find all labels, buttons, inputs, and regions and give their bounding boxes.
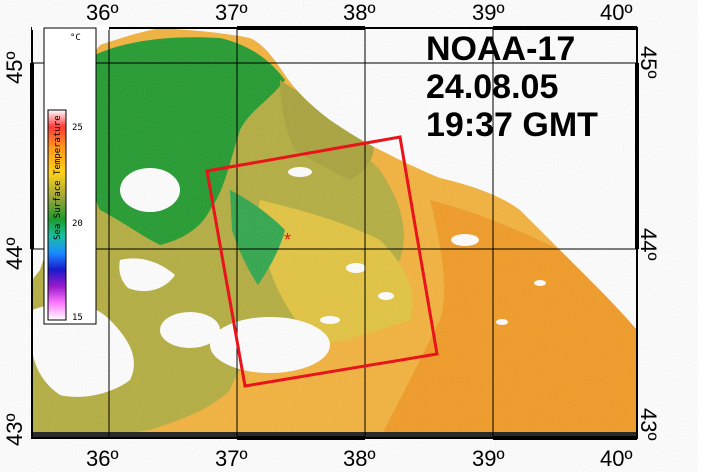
title-block: NOAA-17 24.08.05 19:37 GMT [426, 30, 598, 144]
study-area-box [205, 135, 439, 388]
lon-label: 38º [343, 446, 376, 471]
lat-label: 43º [2, 413, 27, 446]
title-date: 24.08.05 [426, 68, 558, 106]
graticule [32, 28, 637, 438]
legend-tick-20: 20 [72, 219, 83, 229]
lat-label: 44º [636, 228, 661, 261]
lon-label: 40º [600, 446, 633, 471]
legend-tick-25: 25 [72, 123, 83, 133]
lat-label: 45º [2, 51, 27, 84]
title-satellite: NOAA-17 [426, 30, 575, 68]
legend: °C Sea Surface Temperature 25 20 15 [43, 27, 97, 325]
longitude-labels-bottom: 36º 37º 38º 39º 40º [86, 446, 633, 471]
latitude-labels-right: 45º 44º 43º [636, 46, 661, 441]
longitude-labels-top: 36º 37º 38º 39º 40º [86, 0, 633, 25]
lat-label: 44º [2, 237, 27, 270]
lon-label: 39º [472, 0, 505, 25]
lon-label: 37º [215, 446, 248, 471]
site-marker: * [284, 230, 291, 250]
latitude-labels-left: 45º 44º 43º [2, 51, 27, 446]
lon-label: 38º [343, 0, 376, 25]
lat-label: 43º [636, 408, 661, 441]
lon-label: 40º [600, 0, 633, 25]
lat-label: 45º [636, 46, 661, 79]
legend-tick-15: 15 [72, 313, 83, 323]
bottom-strip [32, 432, 637, 438]
lon-label: 36º [86, 446, 119, 471]
legend-colorbar [47, 109, 67, 321]
lon-label: 39º [472, 446, 505, 471]
legend-title: Sea Surface Temperature [53, 115, 63, 240]
lon-label: 37º [215, 0, 248, 25]
title-time: 19:37 GMT [426, 106, 598, 144]
lon-label: 36º [86, 0, 119, 25]
legend-unit: °C [70, 33, 81, 43]
